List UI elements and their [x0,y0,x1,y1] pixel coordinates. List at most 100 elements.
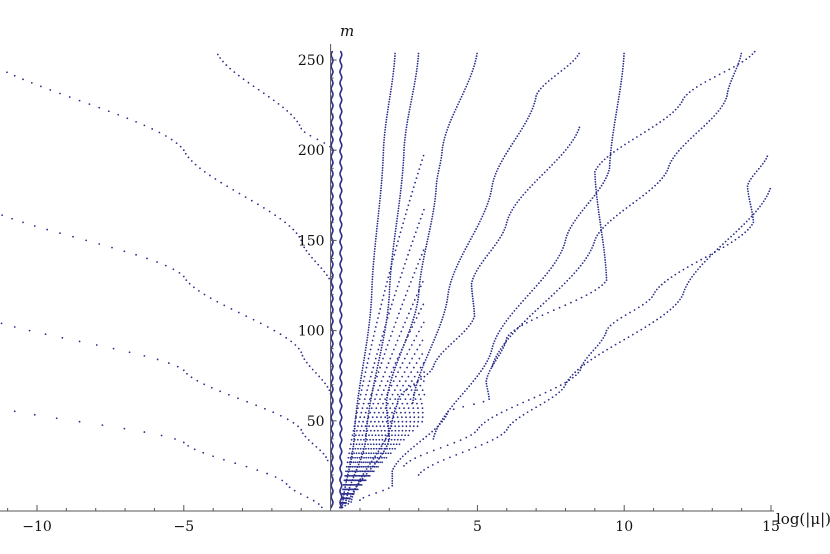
fan-curve-point [404,411,407,414]
right-branch-point [528,115,530,118]
fan-curve-point [413,321,416,324]
right-branch-point [413,316,415,319]
right-branch-point [478,372,481,375]
right-branch-point [597,211,600,214]
right-branch-point [400,184,403,187]
right-branch-point [718,248,721,251]
right-branch-point [473,315,476,318]
right-branch-point [435,333,438,336]
right-branch-point [389,275,392,278]
right-branch-point [491,365,493,368]
right-branch-point [598,216,601,219]
right-branch-point [709,78,711,81]
right-branch-point [690,137,692,140]
right-branch-point [659,316,662,318]
right-branch-point [383,440,386,442]
right-branch-point [392,245,395,248]
right-branch-point [410,323,413,326]
right-branch-point [651,126,654,128]
right-branch-point [582,361,585,364]
fan-curve-point [396,339,399,342]
right-branch-point [539,403,542,406]
right-branch-point [455,338,458,340]
right-branch-point [577,214,580,217]
right-branch-point [395,220,398,222]
right-branch-point [692,88,694,91]
y-tick-label: 200 [298,143,325,159]
right-branch-point [612,217,615,219]
right-branch-point [624,314,627,317]
right-branch-point [427,351,430,354]
fan-curve-point [373,465,376,468]
fan-curve-point [413,339,416,342]
left-branch-point [22,78,24,81]
fan-curve-point [396,402,399,405]
right-branch-point [349,495,352,498]
right-branch-point [436,358,439,360]
right-branch-point [737,62,740,65]
fan-curve-point [406,366,408,369]
right-branch-point [738,60,741,62]
right-branch-point [379,197,381,200]
fan-curve-point [354,461,357,464]
fan-curve-point [396,357,399,360]
right-branch-point [601,238,604,241]
right-branch-point [378,356,381,359]
right-branch-point [402,167,404,169]
fan-curve-point [423,208,425,211]
right-branch-point [494,359,497,362]
fan-curve-point [355,465,357,468]
fan-curve-point [353,452,355,455]
right-branch-point [599,229,602,232]
right-branch-point [419,276,422,278]
left-branch-point [304,435,307,438]
right-branch-point [586,254,589,257]
right-branch-point [749,200,751,203]
right-branch-point [445,131,448,134]
left-branch-point [238,192,241,195]
fan-curve-point [363,438,365,441]
fan-curve-point [386,380,389,383]
right-branch-point [730,80,733,82]
fan-curve-point [385,456,388,459]
right-branch-point [400,179,403,182]
right-branch-point [443,136,446,139]
right-branch-point [748,198,751,201]
fan-curve-point [372,438,375,441]
fan-curve-point [360,465,363,468]
fan-curve-point [399,398,402,401]
fan-curve-point [416,172,419,175]
right-branch-point [412,318,415,321]
right-branch-point [608,162,611,165]
right-branch-point [435,180,438,183]
fan-curve-point [407,407,410,410]
fan-curve-point [392,258,394,261]
fan-curve-point [363,456,365,459]
left-branch-point [301,242,304,245]
right-branch-point [396,361,399,364]
left-branch-point [187,156,190,159]
right-branch-point [519,130,522,133]
right-branch-point [423,255,425,258]
right-branch-point [391,470,394,473]
right-branch-point [431,218,433,220]
fan-curve-point [364,479,367,482]
fan-curve-point [358,434,361,437]
right-branch-point [359,458,362,461]
right-branch-point [747,190,749,193]
fan-curve-point [379,425,382,428]
right-branch-point [405,462,408,465]
left-branch-point [325,274,328,276]
right-branch-point [447,410,450,413]
right-branch-point [414,389,416,392]
fan-curve-point [399,276,402,279]
right-branch-point [508,147,511,150]
right-branch-point [729,82,732,85]
right-branch-point [691,263,694,266]
right-branch-point [621,70,624,73]
right-branch-point [474,272,477,275]
fan-curve-point [406,208,408,211]
right-branch-point [726,95,728,97]
right-branch-point [563,67,566,70]
right-branch-point [739,57,741,60]
